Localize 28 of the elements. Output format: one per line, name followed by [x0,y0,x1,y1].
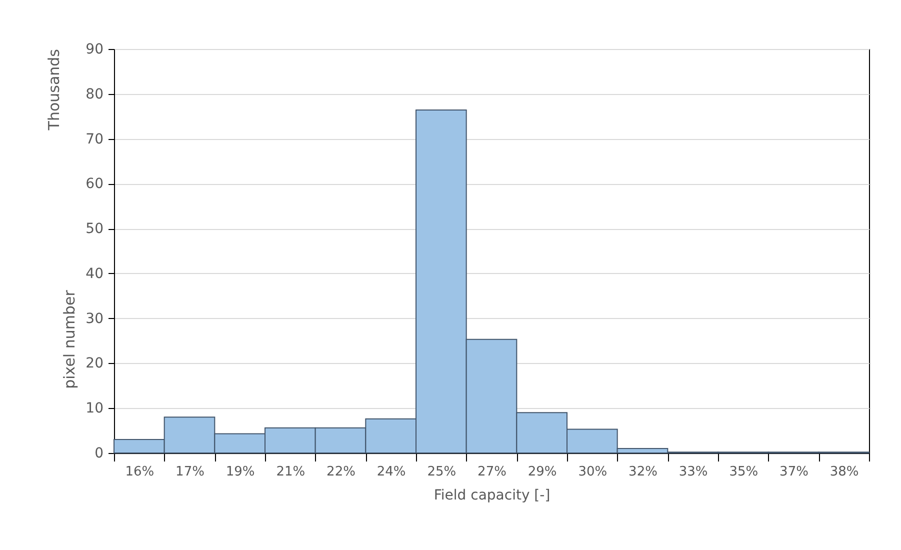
x-tick-label: 38% [830,464,859,480]
y-tick-label: 10 [86,400,104,417]
y-tick-label: 50 [86,221,104,238]
x-tick-label: 37% [780,464,808,480]
y-tick-label: 20 [86,356,104,372]
x-tick-label: 33% [678,464,708,480]
x-tick-label: 35% [729,464,758,480]
x-tick-label: 16% [125,464,154,480]
x-tick-label: 17% [176,464,204,480]
y-tick-label: 30 [86,310,104,327]
y-tick-label: 70 [86,131,104,148]
y-axis-title: pixel number [60,289,79,389]
y-tick-label: 40 [86,266,104,282]
y-tick-label: 80 [86,86,104,102]
x-tick-label: 29% [528,464,557,480]
text: Thousands [45,48,63,132]
x-tick-label: 21% [276,464,306,480]
x-tick-label: 19% [226,464,255,480]
x-tick-label: 22% [326,464,356,480]
x-tick-label: 25% [427,464,456,480]
x-tick-label: 27% [478,464,506,480]
x-tick-label: 24% [376,464,406,480]
x-tick-label: 32% [628,464,658,480]
y-tick-label: 90 [86,42,104,58]
x-tick-label: 30% [578,464,608,480]
y-tick-label: 60 [86,176,104,192]
x-axis-title: Field capacity [-] [434,488,550,504]
y-tick-label: 0 [94,446,104,462]
